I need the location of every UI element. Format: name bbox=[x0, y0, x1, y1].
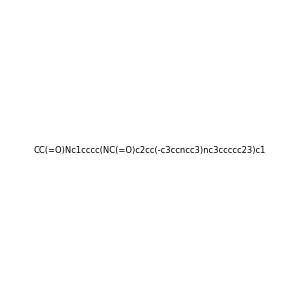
Text: CC(=O)Nc1cccc(NC(=O)c2cc(-c3ccncc3)nc3ccccc23)c1: CC(=O)Nc1cccc(NC(=O)c2cc(-c3ccncc3)nc3cc… bbox=[34, 146, 266, 154]
